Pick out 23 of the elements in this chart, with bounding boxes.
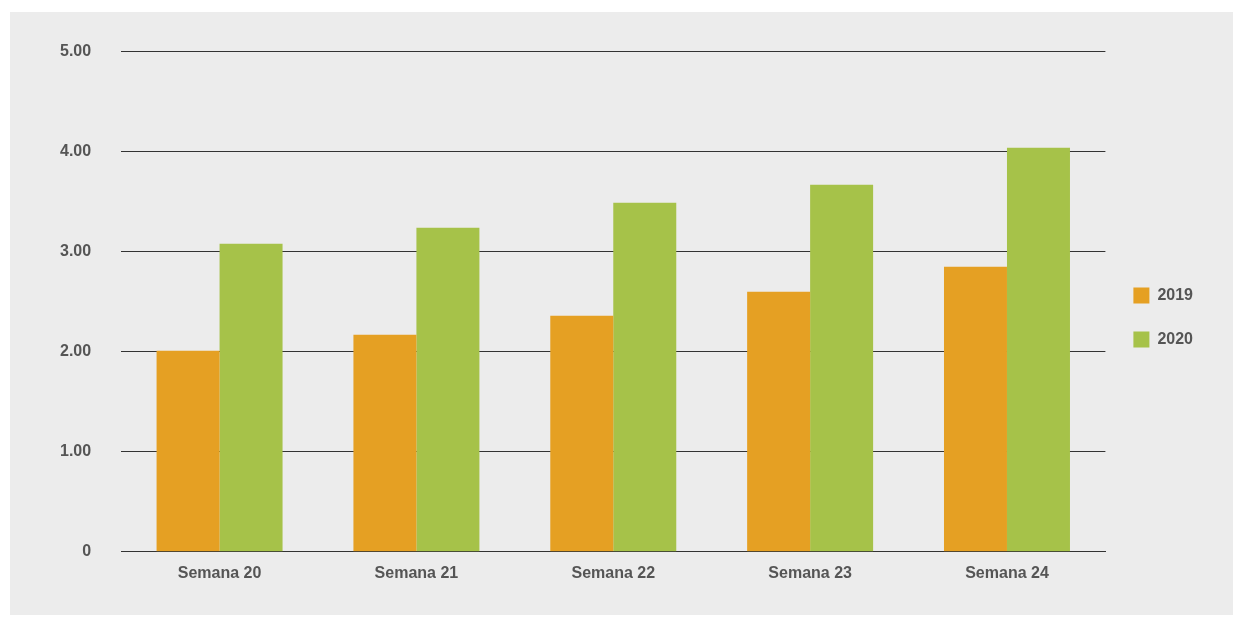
x-tick-label: Semana 24: [965, 563, 1049, 581]
x-tick-label: Semana 22: [571, 563, 656, 581]
bar: [943, 266, 1007, 552]
bar: [613, 202, 677, 552]
x-tick-label: Semana 20: [177, 563, 262, 581]
bar: [810, 184, 874, 552]
bar: [747, 291, 811, 552]
bar: [219, 243, 283, 552]
y-tick-label: 0: [82, 542, 92, 560]
x-tick-label: Semana 23: [768, 563, 853, 581]
y-tick-label: 1.00: [60, 442, 92, 460]
y-tick-label: 3.00: [60, 242, 92, 260]
legend-label: 2020: [1157, 329, 1194, 347]
bar: [353, 334, 417, 552]
bar: [156, 350, 220, 552]
bar: [550, 315, 614, 552]
bar: [1006, 147, 1070, 552]
y-tick-label: 4.00: [60, 142, 92, 160]
y-tick-label: 5.00: [60, 42, 92, 60]
legend-label: 2019: [1157, 285, 1194, 303]
y-tick-label: 2.00: [60, 342, 92, 360]
x-tick-label: Semana 21: [374, 563, 459, 581]
bar: [416, 227, 480, 552]
